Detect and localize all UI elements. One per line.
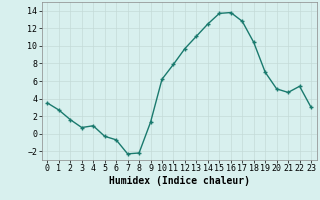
X-axis label: Humidex (Indice chaleur): Humidex (Indice chaleur) [109,176,250,186]
